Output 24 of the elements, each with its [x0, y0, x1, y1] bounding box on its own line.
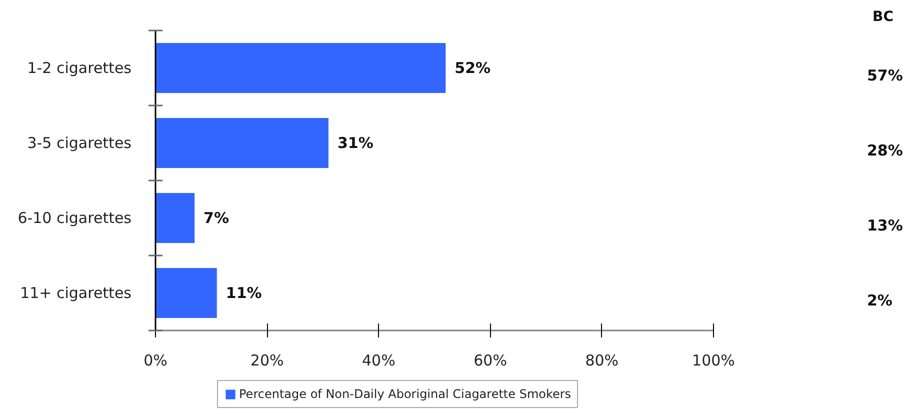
- text: 2%: [866, 292, 892, 310]
- y-tick-label: 3-5 cigarettes: [27, 134, 132, 152]
- bar: [156, 192, 195, 244]
- y-tick-label: 6-10 cigarettes: [18, 209, 132, 227]
- x-tick-label: 40%: [362, 352, 396, 370]
- bar: [156, 118, 328, 168]
- x-tick-label: 60%: [474, 352, 507, 370]
- data-label: 11%: [226, 284, 262, 302]
- data-label: 31%: [337, 134, 374, 152]
- text: BC: [872, 9, 894, 25]
- x-tick-label: 0%: [144, 352, 168, 370]
- y-tick-label: 11+ cigarettes: [20, 284, 132, 302]
- bar: [156, 268, 217, 318]
- text: 57%: [866, 66, 903, 84]
- text: 28%: [866, 142, 903, 160]
- x-tick-label: 80%: [585, 352, 619, 370]
- bar: [156, 42, 446, 94]
- x-tick-label: 20%: [250, 352, 284, 370]
- y-tick-label: 1-2 cigarettes: [27, 59, 132, 77]
- data-label: 7%: [204, 209, 230, 227]
- data-label: 52%: [454, 59, 491, 77]
- x-tick-label: 100%: [692, 352, 735, 370]
- legend-label: Percentage of Non-Daily Aboriginal Ciagarette Smokers: [239, 387, 572, 401]
- text: 13%: [866, 216, 903, 234]
